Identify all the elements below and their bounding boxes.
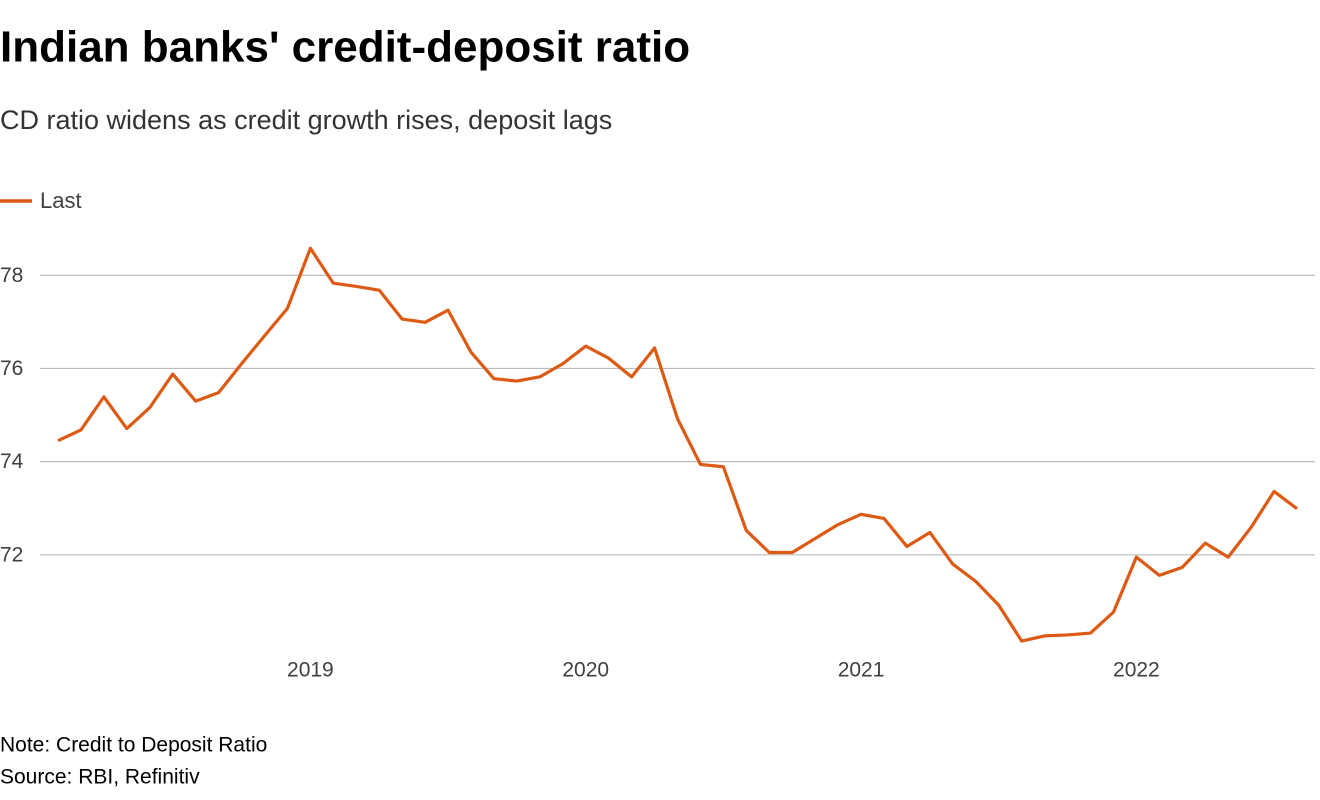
line [57,246,1298,643]
x-tick-label: 2022 [1113,659,1160,682]
y-tick-label: 78 [0,264,23,287]
x-tick-label: 2021 [838,659,885,682]
x-tick-label: 2019 [287,659,334,682]
x-tick-label: 2020 [562,659,609,682]
legend-label: Last [40,188,82,213]
note: Note: Credit to Deposit Ratio [0,734,267,757]
source: Source: RBI, Refinitiv [0,766,200,789]
y-tick-label: 72 [0,543,23,566]
y-tick-label: 74 [0,450,24,473]
chart-subtitle: CD ratio widens as credit growth rises, … [0,105,612,135]
y-tick-label: 76 [0,357,23,380]
chart-title: Indian banks' credit-deposit ratio [0,23,690,72]
